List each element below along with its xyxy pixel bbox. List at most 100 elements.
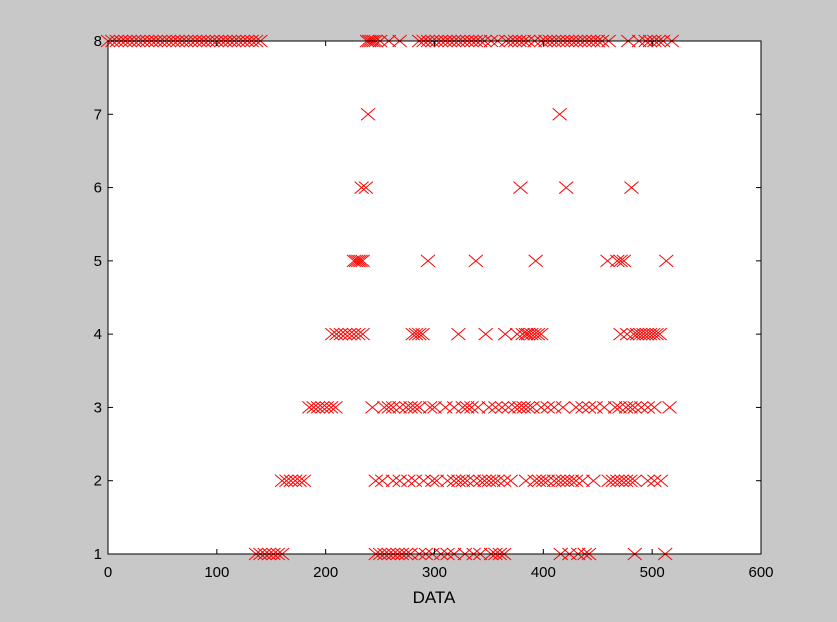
- y-tick-label: 2: [94, 473, 102, 490]
- data-point-marker: [640, 401, 656, 414]
- data-point-marker: [381, 401, 397, 414]
- y-axis-ticks: 1 2 3 4 5 6 7 8: [94, 33, 761, 563]
- x-axis-ticks: 0 100 200 300 400 500 600: [104, 41, 774, 581]
- data-point-marker: [353, 254, 368, 268]
- x-tick-label: 500: [640, 564, 665, 581]
- data-point-marker: [360, 107, 376, 121]
- data-point-marker: [633, 401, 649, 414]
- y-tick-label: 7: [94, 106, 102, 123]
- data-point-marker: [385, 474, 401, 488]
- data-point-marker: [408, 327, 424, 341]
- data-point-marker: [392, 401, 407, 414]
- data-point-marker: [652, 327, 668, 341]
- data-point-marker: [355, 254, 370, 268]
- x-tick-label: 100: [204, 564, 229, 581]
- x-tick-label: 200: [313, 564, 338, 581]
- y-tick-label: 8: [94, 33, 102, 50]
- data-point-marker: [427, 401, 442, 414]
- data-point-marker: [552, 107, 567, 121]
- data-point-marker: [627, 474, 643, 488]
- data-point-marker: [466, 474, 482, 488]
- data-point-marker: [481, 401, 497, 414]
- data-point-marker: [355, 327, 370, 341]
- data-point-marker: [613, 254, 628, 268]
- data-point-marker: [365, 401, 380, 414]
- data-point-marker: [470, 401, 486, 414]
- data-point-marker: [350, 327, 366, 341]
- data-point-marker: [488, 401, 503, 414]
- data-point-marker: [558, 181, 574, 194]
- data-point-marker: [533, 401, 549, 414]
- y-tick-label: 1: [94, 546, 102, 563]
- data-point-marker: [575, 474, 590, 488]
- data-point-marker: [623, 474, 638, 488]
- y-tick-label: 3: [94, 399, 102, 416]
- data-point-marker: [429, 474, 445, 488]
- data-point-marker: [451, 327, 466, 341]
- data-point-marker: [497, 327, 513, 341]
- data-point-marker: [490, 474, 505, 488]
- data-point-marker: [596, 401, 612, 414]
- data-point-marker: [640, 474, 656, 488]
- data-point-marker: [485, 474, 501, 488]
- data-point-marker: [503, 474, 519, 488]
- data-point-marker: [385, 401, 401, 414]
- data-point-marker: [568, 401, 584, 414]
- data-point-marker: [623, 401, 638, 414]
- data-point-marker: [540, 401, 556, 414]
- data-point-marker: [455, 474, 471, 488]
- data-point-marker: [627, 401, 643, 414]
- x-tick-label: 300: [422, 564, 447, 581]
- data-point-marker: [496, 474, 512, 488]
- y-tick-label: 6: [94, 180, 102, 197]
- data-point-marker: [354, 181, 369, 194]
- data-point-marker: [520, 401, 536, 414]
- data-point-marker: [407, 401, 423, 414]
- data-point-marker: [348, 254, 364, 268]
- data-point-marker: [358, 181, 374, 194]
- data-point-marker: [422, 401, 438, 414]
- data-point-marker: [494, 401, 510, 414]
- data-point-marker: [501, 401, 516, 414]
- data-point-marker: [613, 327, 628, 341]
- data-point-marker: [424, 474, 440, 488]
- data-point-marker: [464, 401, 479, 414]
- data-point-marker: [610, 254, 625, 268]
- data-point-marker: [440, 474, 455, 488]
- data-point-marker: [555, 401, 571, 414]
- data-point-marker: [616, 254, 632, 268]
- data-point-marker: [411, 401, 427, 414]
- data-point-marker: [645, 327, 661, 341]
- data-point-marker: [647, 474, 662, 488]
- data-point-marker: [647, 401, 662, 414]
- data-point-marker: [401, 474, 416, 488]
- data-point-marker: [612, 401, 627, 414]
- data-point-marker: [478, 327, 493, 341]
- data-point-marker: [607, 401, 623, 414]
- y-tick-label: 5: [94, 253, 102, 270]
- data-point-marker: [459, 401, 475, 414]
- data-point-marker: [581, 401, 597, 414]
- data-point-marker: [415, 327, 430, 341]
- x-tick-label: 0: [104, 564, 112, 581]
- x-tick-label: 600: [748, 564, 773, 581]
- data-point-marker: [653, 474, 669, 488]
- data-point-marker: [513, 181, 528, 194]
- data-point-marker: [328, 401, 343, 414]
- data-point-marker: [564, 474, 579, 488]
- data-point-marker: [411, 327, 427, 341]
- data-point-marker: [662, 401, 677, 414]
- data-point-marker: [350, 254, 366, 268]
- plot-area: [108, 41, 761, 554]
- data-point-marker: [624, 181, 639, 194]
- data-point-marker: [568, 474, 584, 488]
- data-point-marker: [658, 254, 674, 268]
- data-point-marker: [649, 327, 664, 341]
- y-tick-label: 4: [94, 326, 102, 343]
- data-point-marker: [368, 474, 384, 488]
- data-point-marker: [527, 327, 542, 341]
- data-point-marker: [420, 254, 436, 268]
- data-point-marker: [323, 401, 339, 414]
